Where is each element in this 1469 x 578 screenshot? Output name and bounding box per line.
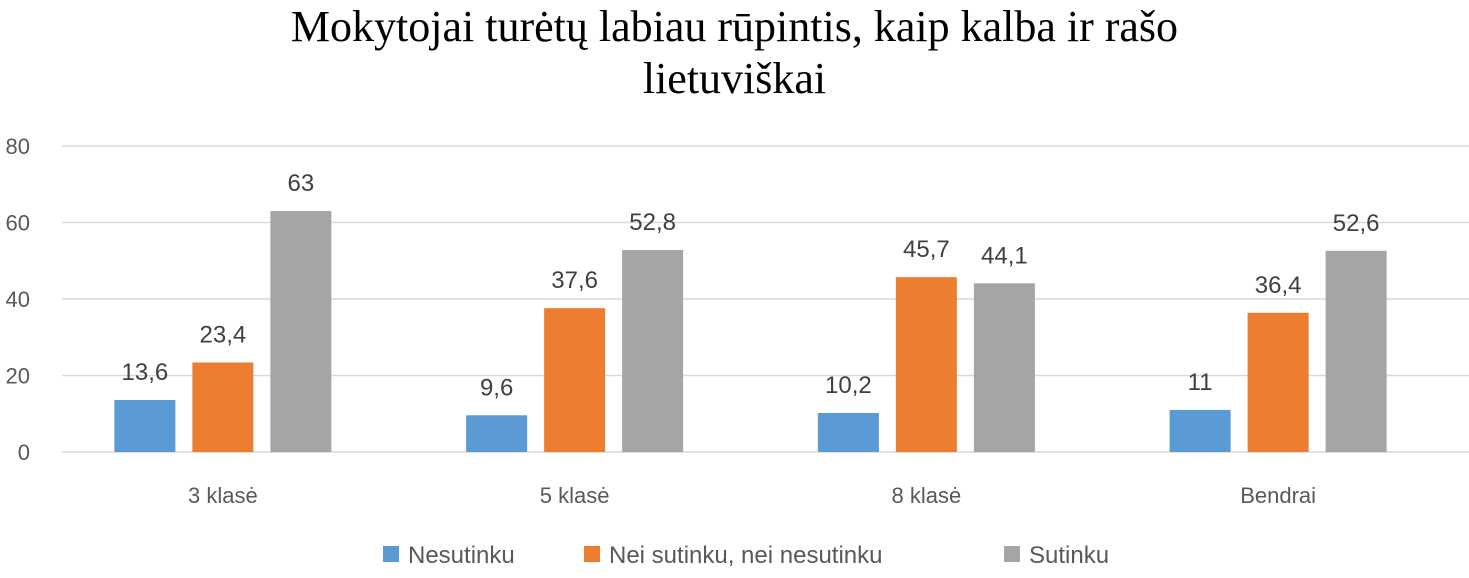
y-tick-label: 80 [6, 134, 30, 159]
legend-label: Nei sutinku, nei nesutinku [609, 542, 883, 569]
data-label: 45,7 [903, 236, 950, 263]
data-label: 23,4 [200, 321, 247, 348]
bar [895, 277, 957, 452]
data-label: 44,1 [981, 242, 1028, 269]
data-label: 36,4 [1255, 272, 1302, 299]
bar [1247, 312, 1309, 452]
data-label: 52,6 [1333, 210, 1380, 237]
legend-swatch [1004, 546, 1020, 562]
legend-swatch [383, 546, 399, 562]
data-label: 13,6 [122, 359, 169, 386]
data-label: 52,8 [629, 209, 676, 236]
bar [192, 362, 254, 452]
bar [622, 250, 684, 452]
bar [817, 412, 879, 452]
legend-label: Sutinku [1029, 542, 1109, 569]
data-label: 9,6 [480, 374, 513, 401]
y-tick-label: 0 [18, 440, 30, 465]
data-label: 10,2 [825, 372, 872, 399]
chart-title-line-1: Mokytojai turėtų labiau rūpintis, kaip k… [290, 2, 1179, 51]
data-label: 63 [288, 170, 315, 197]
bar [973, 283, 1035, 452]
data-label: 37,6 [551, 267, 598, 294]
chart-title-line-2: lietuviškai [642, 54, 827, 103]
x-category-label: 3 klasė [188, 483, 258, 508]
x-category-label: 8 klasė [892, 483, 962, 508]
data-label: 11 [1188, 369, 1213, 396]
y-tick-label: 20 [6, 364, 30, 389]
legend-swatch [584, 546, 600, 562]
y-tick-label: 60 [6, 211, 30, 236]
bar [1169, 409, 1231, 452]
bar [270, 211, 332, 452]
bar [1325, 250, 1387, 452]
y-tick-label: 40 [6, 287, 30, 312]
bar [114, 399, 176, 452]
legend-label: Nesutinku [408, 542, 515, 569]
x-category-label: Bendrai [1240, 483, 1316, 508]
bar [466, 415, 528, 452]
x-category-label: 5 klasė [540, 483, 610, 508]
bar [544, 308, 606, 452]
